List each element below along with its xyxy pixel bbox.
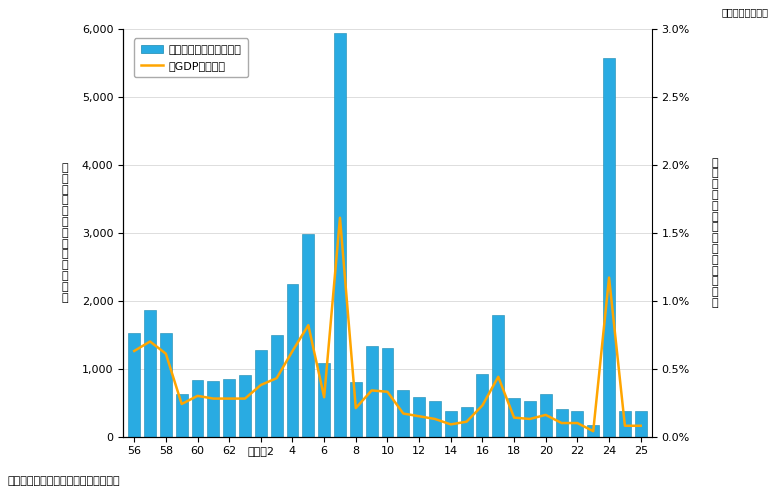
Bar — [603, 58, 615, 436]
Bar — [635, 411, 647, 436]
Bar — [286, 284, 299, 436]
Bar — [572, 411, 583, 436]
Bar — [524, 401, 536, 436]
Bar — [128, 332, 140, 436]
Bar — [176, 394, 188, 436]
Bar — [540, 394, 551, 436]
Bar — [144, 309, 156, 436]
Text: 出典：各省庁資料をもとに内閣府作成: 出典：各省庁資料をもとに内閣府作成 — [8, 476, 120, 486]
Bar — [334, 33, 346, 436]
Bar — [255, 350, 267, 436]
Bar — [508, 398, 520, 436]
Bar — [271, 335, 282, 436]
Bar — [381, 348, 393, 436]
Bar — [366, 346, 378, 436]
Bar — [239, 376, 251, 436]
Bar — [318, 362, 330, 436]
Bar — [397, 390, 410, 436]
Bar — [303, 234, 314, 436]
Bar — [160, 333, 172, 436]
Text: 出典：内閣府資料: 出典：内閣府資料 — [722, 7, 768, 17]
Bar — [223, 379, 235, 436]
Bar — [555, 409, 568, 436]
Y-axis label: 国
民
総
生
産
に
対
す
る
比
率
（
％
）: 国 民 総 生 産 に 対 す る 比 率 （ ％ ） — [711, 158, 718, 308]
Bar — [587, 425, 599, 436]
Bar — [477, 374, 488, 436]
Bar — [492, 315, 504, 436]
Bar — [192, 380, 204, 436]
Bar — [207, 381, 219, 436]
Bar — [350, 382, 362, 436]
Legend: 施設等被害額（十億円）, 対GDP比（％）: 施設等被害額（十億円）, 対GDP比（％） — [134, 38, 248, 78]
Bar — [429, 401, 441, 436]
Bar — [461, 408, 473, 436]
Bar — [445, 411, 457, 436]
Bar — [619, 411, 631, 436]
Y-axis label: 施
設
関
係
等
被
害
額
（
十
億
円
）: 施 設 関 係 等 被 害 額 （ 十 億 円 ） — [62, 163, 69, 302]
Bar — [413, 397, 425, 436]
